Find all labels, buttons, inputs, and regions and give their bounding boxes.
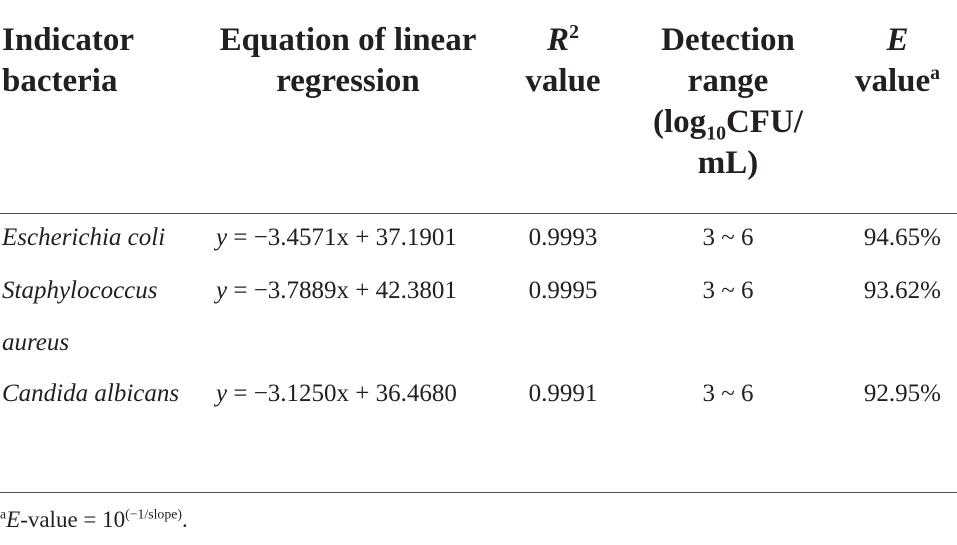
header-text: Equation of linear regression — [219, 22, 477, 99]
r2: 0.9995 — [528, 277, 598, 304]
rule — [0, 213, 957, 214]
header-text: value — [525, 63, 601, 99]
cell: Candida albicans — [2, 368, 192, 420]
footnote-text: . — [181, 507, 188, 532]
organism: Escherichia coli — [2, 224, 166, 251]
cell: Staphylococcus aureus — [2, 265, 192, 369]
e-value: 93.62% — [863, 277, 941, 304]
header-text: Indicator bacteria — [2, 22, 134, 99]
header-text: value — [854, 63, 931, 99]
footnote-mark: a — [0, 506, 7, 522]
header-sup: 2 — [569, 21, 579, 43]
header-cell: R2 value — [508, 20, 618, 102]
r2: 0.9993 — [528, 224, 598, 251]
footnote-text: E — [6, 507, 21, 532]
equation: = −3.4571x + 37.1901 — [233, 224, 457, 251]
header-cell: Detection range (log10CFU/mL) — [628, 20, 828, 184]
r2: 0.9991 — [528, 380, 598, 407]
header-text: Detection range — [661, 22, 795, 99]
eq-var: y — [216, 224, 228, 251]
equation: = −3.1250x + 36.4680 — [233, 380, 457, 407]
footnote-text: -value = 10 — [20, 507, 126, 532]
header-text: CFU/ — [725, 104, 803, 140]
cell: y = −3.1250x + 36.4680 — [216, 368, 457, 420]
header-sup: a — [930, 62, 941, 84]
eq-var: y — [216, 277, 228, 304]
header-text: mL) — [697, 145, 759, 181]
range: 3 ~ 6 — [702, 380, 754, 407]
organism: Candida albicans — [2, 380, 180, 407]
rule — [0, 492, 957, 493]
header-cell: Equation of linear regression — [200, 20, 496, 102]
header-sub: 10 — [706, 122, 726, 145]
organism: Staphylococcus aureus — [2, 277, 158, 356]
cell: y = −3.4571x + 37.1901 — [216, 212, 457, 264]
equation: = −3.7889x + 42.3801 — [233, 277, 457, 304]
cell: y = −3.7889x + 42.3801 — [216, 265, 457, 317]
header-text: R — [547, 22, 570, 58]
header-cell: Indicator bacteria — [2, 20, 172, 102]
range: 3 ~ 6 — [702, 224, 754, 251]
footnote-exp: (−1/slope) — [125, 506, 182, 522]
header-text: E — [886, 22, 909, 58]
footnote: aE-value = 10(−1/slope). — [0, 505, 188, 535]
cell: Escherichia coli — [2, 212, 192, 264]
e-value: 92.95% — [863, 380, 941, 407]
e-value: 94.65% — [863, 224, 941, 251]
header-text: (log — [653, 104, 707, 140]
eq-var: y — [216, 380, 228, 407]
range: 3 ~ 6 — [702, 277, 754, 304]
